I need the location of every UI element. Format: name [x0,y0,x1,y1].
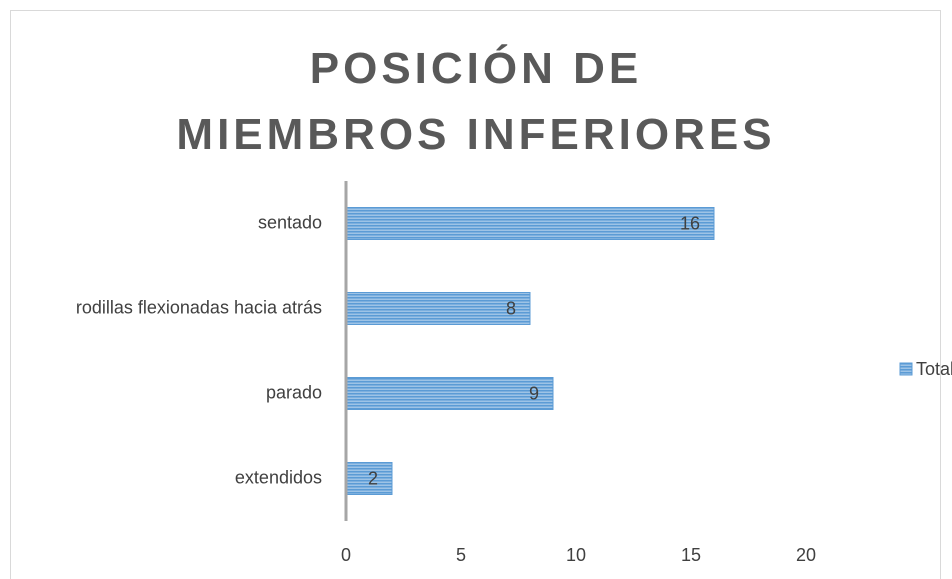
bar [345,207,715,240]
data-label: 8 [506,298,516,318]
data-label: 16 [680,213,700,233]
bar [345,292,531,325]
legend-swatch [899,362,913,376]
legend-label: Total [916,359,952,379]
chart-title: POSICIÓN DE MIEMBROS INFERIORES [176,44,776,159]
x-tick-label: 20 [796,545,816,565]
data-label: 2 [368,468,378,488]
chart-border [10,10,941,579]
x-tick-label: 10 [566,545,586,565]
y-tick-label: sentado [258,212,322,232]
y-tick-label: rodillas flexionadas hacia atrás [76,297,322,317]
data-label: 9 [529,383,539,403]
y-tick-label: extendidos [235,467,322,487]
y-tick-label: parado [266,382,322,402]
x-tick-label: 0 [341,545,351,565]
x-tick-label: 5 [456,545,466,565]
x-tick-label: 15 [681,545,701,565]
bar [345,462,393,495]
bar [345,377,554,410]
